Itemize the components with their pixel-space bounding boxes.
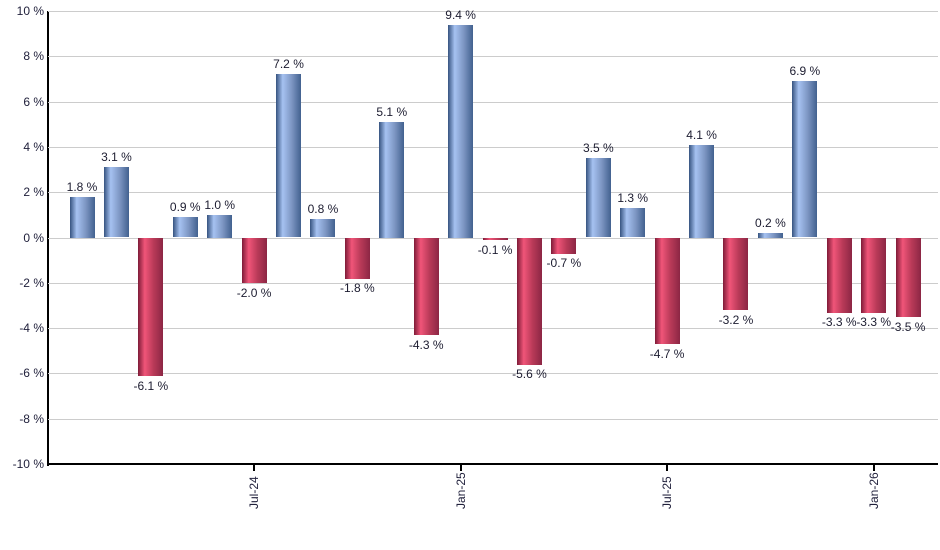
y-axis-label: 2 % [23,185,44,199]
bar-value-label: -6.1 % [133,379,169,393]
negative-return-bar [241,238,267,283]
negative-return-bar [826,238,852,313]
bar-value-label: -4.3 % [408,338,444,352]
y-axis-label: 6 % [23,95,44,109]
y-axis-label: -10 % [12,457,44,471]
bar-value-label: -3.3 % [821,315,857,329]
gridline [48,373,938,374]
bar-value-label: -2.0 % [236,286,272,300]
x-axis-label: Jan-25 [454,472,468,509]
x-axis-line [47,463,938,465]
bar-value-label: -3.2 % [718,313,754,327]
bar-value-label: 0.8 % [307,202,339,216]
positive-return-bar [310,219,336,237]
bar-value-label: -3.5 % [890,320,926,334]
bar-value-label: -0.1 % [477,243,513,257]
bar-value-label: -3.3 % [856,315,891,329]
gridline [48,147,938,148]
bar-value-label: 1.3 % [617,191,649,205]
x-axis-tick [873,465,875,471]
negative-return-bar [413,238,439,335]
gridline [48,11,938,12]
negative-return-bar [861,238,887,313]
positive-return-bar [792,81,818,237]
y-axis-label: -2 % [19,276,44,290]
x-axis-label: Jul-24 [247,476,261,509]
bar-value-label: 1.0 % [204,198,236,212]
bar-value-label: 6.9 % [789,64,821,78]
positive-return-bar [276,74,302,237]
positive-return-bar [448,25,474,238]
bar-value-label: 0.9 % [169,200,201,214]
negative-return-bar [654,238,680,344]
positive-return-bar [585,158,611,237]
negative-return-bar [482,238,508,240]
negative-return-bar [344,238,370,279]
y-axis-label: -6 % [19,366,44,380]
x-axis-tick [253,465,255,471]
bar-value-label: 7.2 % [273,57,304,71]
negative-return-bar [138,238,164,376]
bar-value-label: -1.8 % [340,281,375,295]
x-axis-label: Jul-25 [660,476,674,509]
y-axis-label: -4 % [19,321,44,335]
bar-value-label: 5.1 % [376,105,408,119]
negative-return-bar [551,238,577,254]
bar-value-label: 4.1 % [686,128,717,142]
positive-return-bar [379,122,405,238]
negative-return-bar [516,238,542,365]
bar-value-label: -0.7 % [546,256,582,270]
gridline [48,328,938,329]
y-axis-label: 10 % [16,4,44,18]
bar-value-label: 0.2 % [755,216,786,230]
y-axis-label: 0 % [23,231,44,245]
bar-value-label: -5.6 % [512,367,547,381]
gridline [48,419,938,420]
gridline [48,192,938,193]
positive-return-bar [689,145,715,238]
gridline [48,56,938,57]
positive-return-bar [103,167,129,237]
gridline [48,102,938,103]
bar-value-label: 1.8 % [66,180,98,194]
positive-return-bar [69,197,95,238]
positive-return-bar [207,215,233,238]
y-axis-label: -8 % [19,412,44,426]
positive-return-bar [620,208,646,237]
negative-return-bar [895,238,921,317]
bar-value-label: 3.1 % [101,150,132,164]
bar-value-label: 3.5 % [582,141,614,155]
positive-return-bar [757,233,783,238]
negative-return-bar [723,238,749,310]
bar-value-label: 9.4 % [445,8,476,22]
x-axis-label: Jan-26 [867,472,881,509]
bar-value-label: -4.7 % [649,347,685,361]
gridline [48,283,938,284]
x-axis-tick [460,465,462,471]
y-axis-label: 8 % [23,49,44,63]
y-axis-label: 4 % [23,140,44,154]
positive-return-bar [172,217,198,237]
x-axis-tick [666,465,668,471]
